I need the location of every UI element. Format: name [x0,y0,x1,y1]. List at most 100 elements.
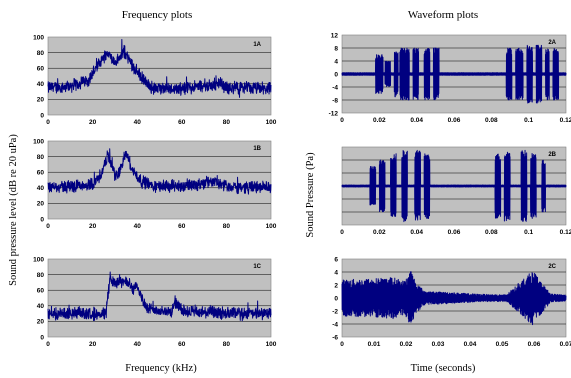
x-tick-label: 0.02 [400,341,413,348]
x-tick-label: 0.05 [496,341,509,348]
y-tick-label: -8 [332,97,338,104]
y-tick-label: -2 [332,308,338,315]
right-ylabel: Sound Pressure (Pa) [305,152,316,238]
y-tick-label: 40 [37,303,45,310]
x-tick-label: 0.08 [485,229,498,236]
y-tick-label: 0 [40,334,44,341]
panel-label: 2B [548,152,556,158]
x-tick-label: 0.08 [485,117,498,124]
x-tick-label: 40 [134,223,142,230]
y-tick-label: 100 [33,138,44,145]
x-tick-label: 0.02 [373,117,386,124]
y-tick-label: 0 [334,71,338,78]
x-tick-label: 0.06 [528,341,541,348]
panel-2c: 0 0.01 0.02 0.03 0.04 0.05 0.06 0.07 -6 -4 -2 0 2 4 6 2… [332,256,571,348]
series-trace [47,271,272,322]
x-tick-label: 40 [134,341,142,348]
y-tick-label: 100 [33,34,44,41]
y-tick-label: 80 [37,154,45,161]
panel-1b: 0 20 40 60 80 100 0 20 40 60 80 100 1B [33,138,277,230]
left-column-title: Frequency plots [122,9,193,21]
x-tick-label: 0.04 [464,341,477,348]
x-tick-label: 0.07 [560,341,571,348]
y-tick-label: 40 [37,81,45,88]
left-ylabel: Sound pressure level (dB re 20 uPa) [8,134,19,286]
x-tick-label: 0 [340,341,344,348]
x-tick-label: 0.02 [373,229,386,236]
panel-2b: 0 0.02 0.04 0.06 0.08 0.1 0.12 2B [340,146,571,236]
panel-label: 2C [548,264,556,270]
x-tick-label: 0 [46,119,50,126]
y-tick-label: -4 [332,321,338,328]
x-tick-label: 0.06 [448,229,461,236]
panel-label: 1A [253,42,261,48]
x-tick-label: 80 [223,341,231,348]
series-trace [341,271,567,326]
x-tick-label: 60 [178,119,186,126]
y-tick-label: 80 [37,50,45,57]
y-tick-label: 0 [334,295,338,302]
x-tick-label: 0 [46,341,50,348]
x-tick-label: 0.04 [410,117,423,124]
panel-label: 1B [253,146,261,152]
y-tick-label: -12 [329,110,339,117]
x-tick-label: 0.12 [560,229,571,236]
y-tick-label: 60 [37,66,45,73]
y-tick-label: 12 [331,32,339,39]
x-tick-label: 0.1 [524,117,533,124]
y-tick-label: 0 [40,216,44,223]
y-tick-label: 40 [37,185,45,192]
x-tick-label: 80 [223,119,231,126]
x-tick-label: 0.1 [524,229,533,236]
x-tick-label: 0 [340,117,344,124]
x-tick-label: 0.06 [448,117,461,124]
panel-label: 1C [253,264,261,270]
series-trace [341,44,567,104]
x-tick-label: 60 [178,341,186,348]
plot-area [47,140,272,220]
plot-area [47,258,272,338]
panel-label: 2A [548,40,556,46]
y-tick-label: 6 [334,256,338,263]
y-tick-label: 8 [334,45,338,52]
series-trace [47,39,272,98]
panel-1c: 0 20 40 60 80 100 0 20 40 60 80 100 1C [33,256,277,348]
y-tick-label: 60 [37,170,45,177]
x-tick-label: 20 [89,341,97,348]
y-tick-label: 4 [334,269,338,276]
x-tick-label: 100 [266,223,277,230]
x-tick-label: 20 [89,223,97,230]
y-tick-label: 20 [37,97,45,104]
x-tick-label: 0.01 [368,341,381,348]
x-tick-label: 0 [340,229,344,236]
y-tick-label: 100 [33,256,44,263]
x-tick-label: 0.03 [432,341,445,348]
x-tick-label: 40 [134,119,142,126]
series-trace [47,148,272,195]
x-tick-label: 0.12 [560,117,571,124]
x-tick-label: 0 [46,223,50,230]
x-tick-label: 0.04 [410,229,423,236]
x-tick-label: 100 [266,119,277,126]
x-tick-label: 20 [89,119,97,126]
x-tick-label: 60 [178,223,186,230]
x-tick-label: 100 [266,341,277,348]
y-tick-label: 20 [37,201,45,208]
panel-1a: 0 20 40 60 80 100 0 20 40 60 80 100 1A [33,34,277,126]
y-tick-label: 4 [334,58,338,65]
series-trace [341,149,567,223]
plot-area [47,36,272,116]
y-tick-label: 20 [37,319,45,326]
x-tick-label: 80 [223,223,231,230]
left-xlabel: Frequency (kHz) [125,363,197,374]
y-tick-label: -4 [332,84,338,91]
y-tick-label: 80 [37,272,45,279]
y-tick-label: -6 [332,334,338,341]
right-column-title: Waveform plots [408,9,478,21]
y-tick-label: 2 [334,282,338,289]
right-xlabel: Time (seconds) [411,363,476,374]
panel-2a: 0 0.02 0.04 0.06 0.08 0.1 0.12 -12 -8 -4 0 4 8 12 2A [329,32,571,124]
y-tick-label: 0 [40,112,44,119]
